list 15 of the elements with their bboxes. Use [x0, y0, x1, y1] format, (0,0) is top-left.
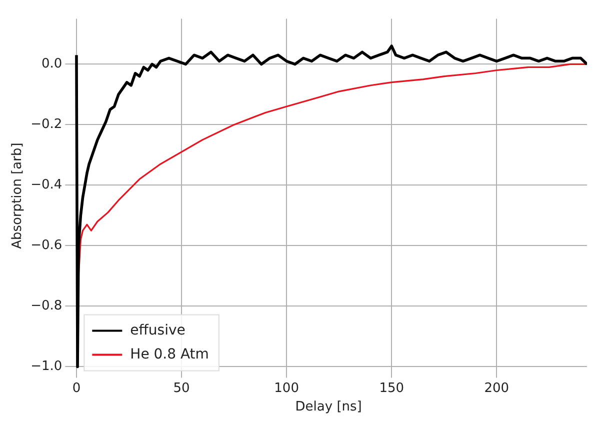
y-tick-label: −0.2 [30, 117, 62, 132]
x-tick-label: 100 [274, 380, 299, 396]
y-tick-label: −0.6 [30, 238, 62, 254]
x-tick-label: 0 [72, 380, 81, 396]
x-tick-label: 50 [173, 380, 190, 396]
x-axis-title: Delay [ns] [295, 400, 362, 415]
y-tick-label: −1.0 [30, 359, 62, 374]
y-tick-label: 0.0 [41, 56, 62, 72]
x-tick-label: 150 [379, 380, 404, 396]
y-axis-title: Absorption [arb] [10, 142, 26, 249]
y-tick-label: −0.8 [30, 298, 62, 314]
y-tick-label: −0.4 [30, 178, 62, 193]
legend-label: effusive [130, 322, 186, 338]
x-tick-label: 200 [484, 380, 510, 396]
legend-label: He 0.8 Atm [130, 346, 209, 362]
